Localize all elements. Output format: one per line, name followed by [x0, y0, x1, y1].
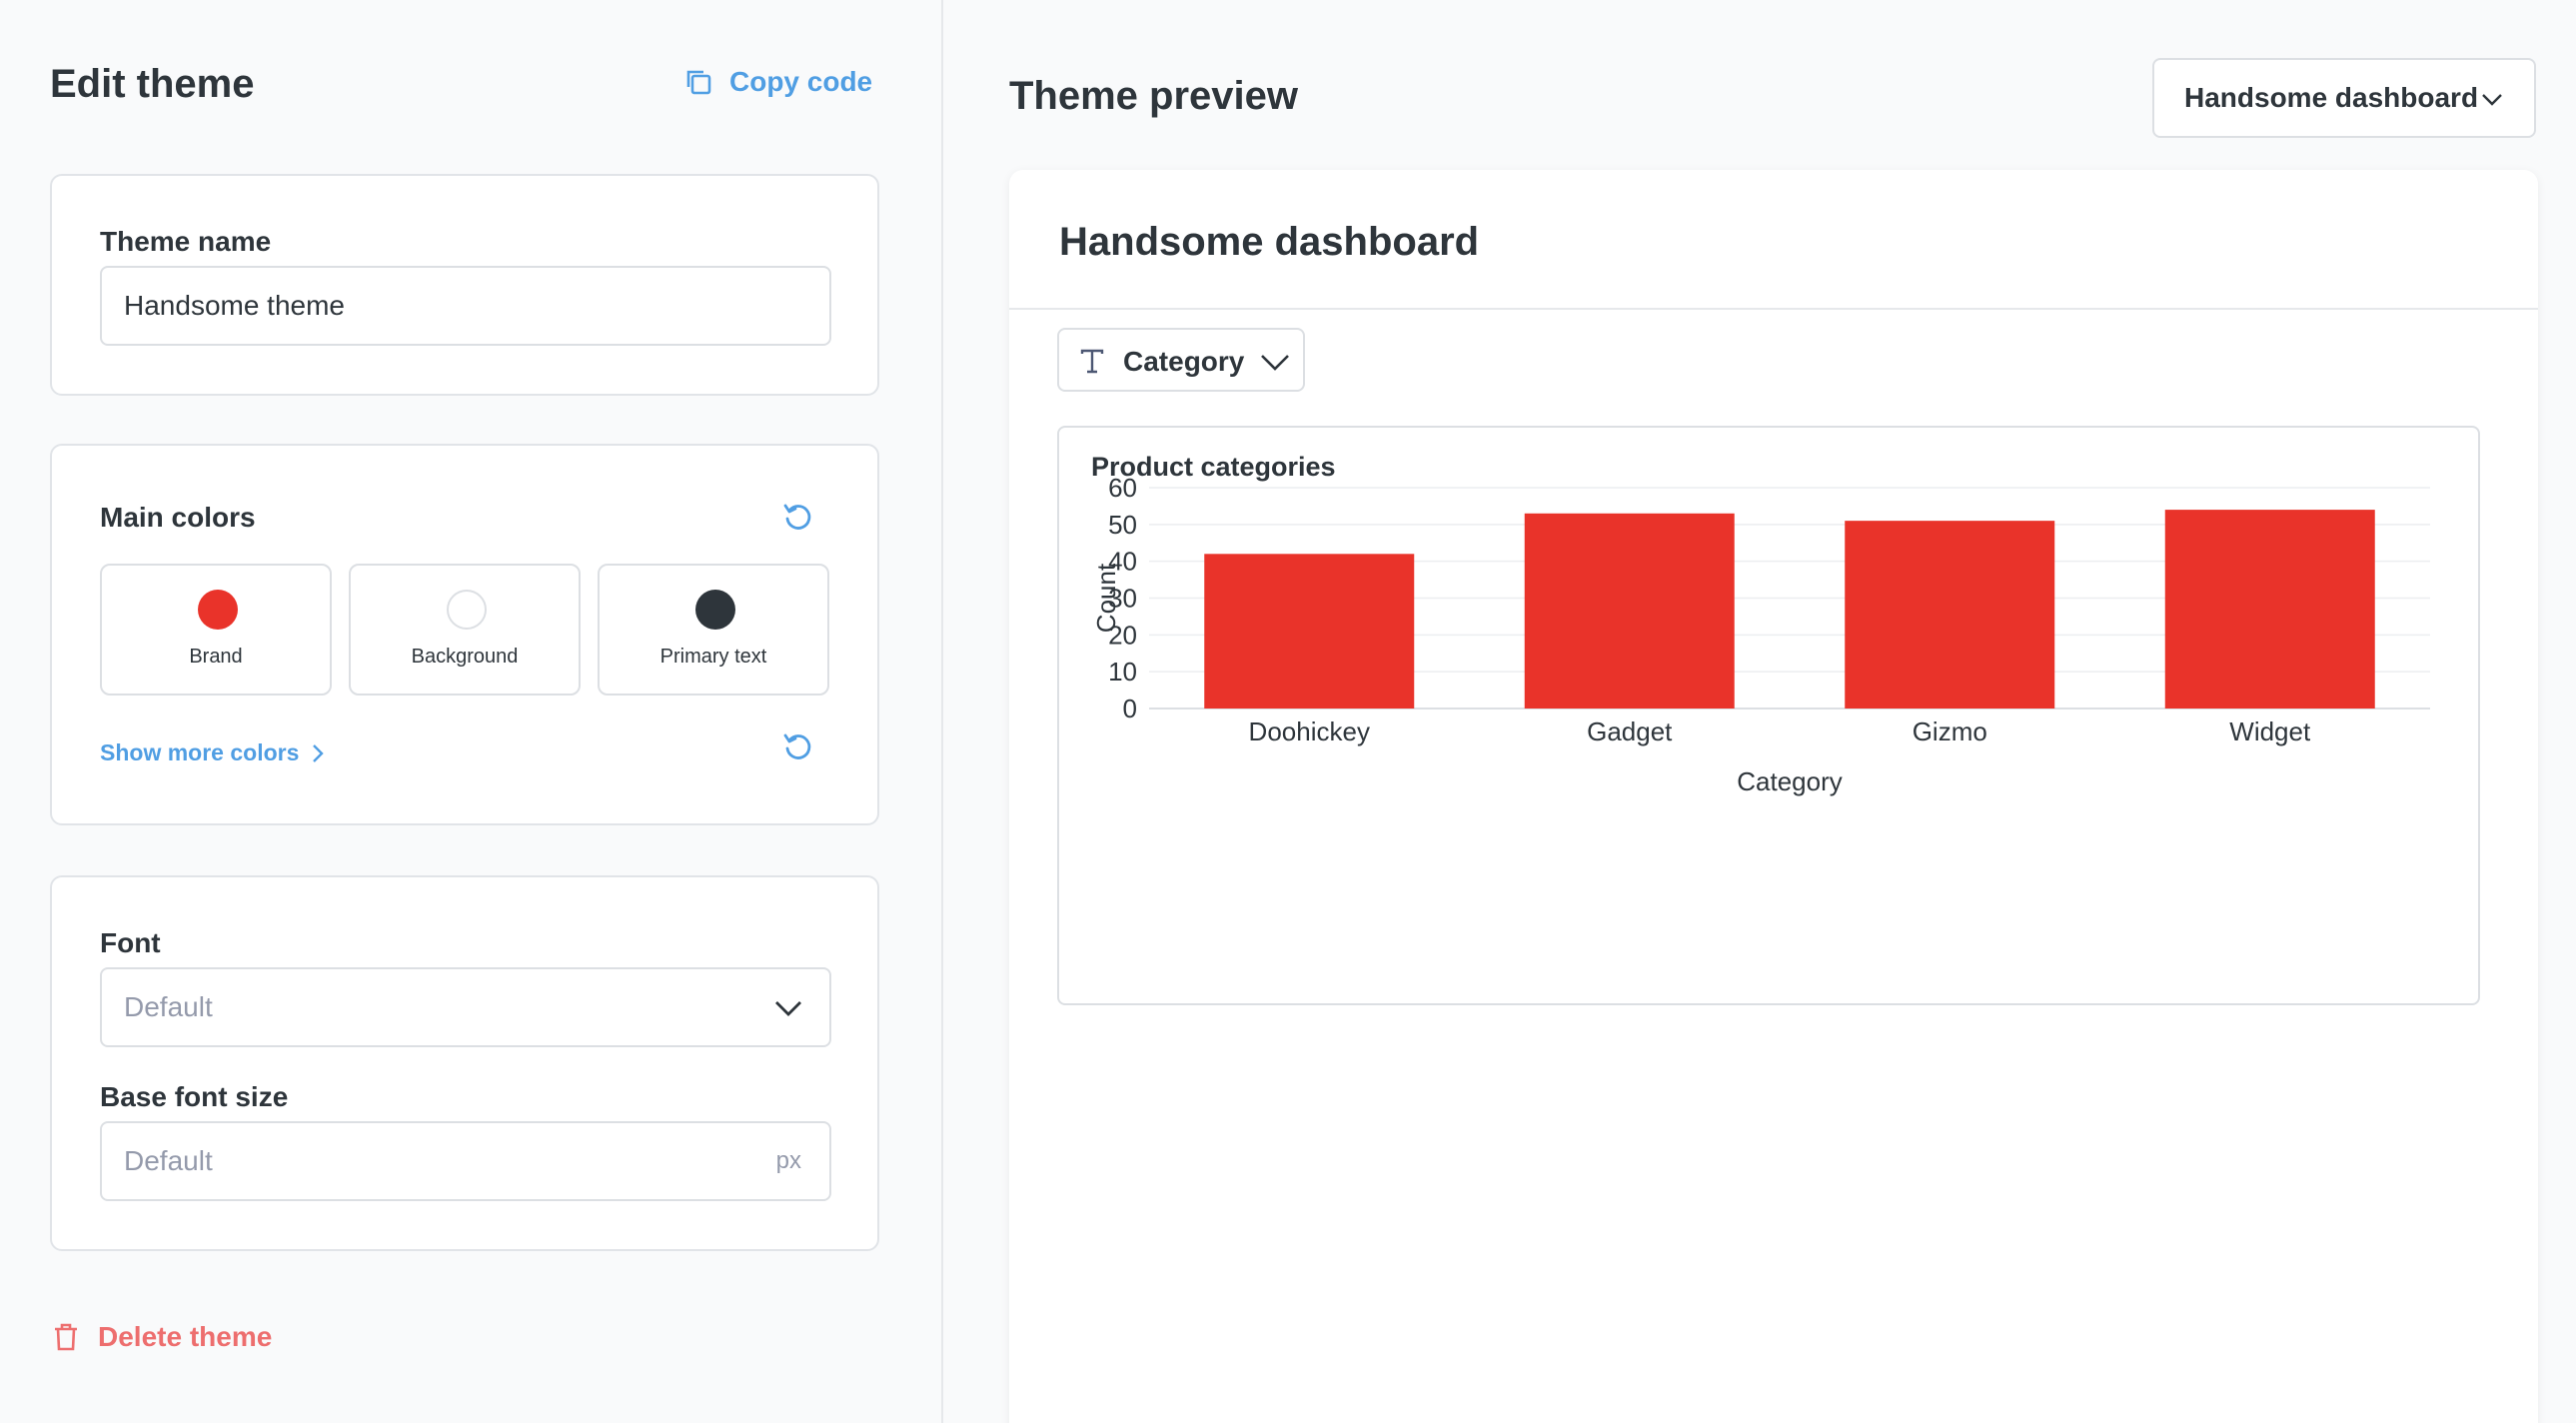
delete-theme-label: Delete theme	[98, 1321, 273, 1352]
delete-theme-button[interactable]: Delete theme	[52, 1321, 272, 1353]
y-tick-label: 60	[1108, 473, 1137, 503]
x-tick-label: Gadget	[1587, 716, 1673, 746]
theme-preview-panel: Theme preview Handsome dashboard Handsom…	[945, 0, 2576, 1423]
dashboard-select-value: Handsome dashboard	[2184, 82, 2479, 113]
chart-title: Product categories	[1091, 452, 1336, 482]
copy-code-label: Copy code	[729, 66, 873, 97]
primary-text-color-dot	[695, 590, 735, 630]
preview-title: Theme preview	[1009, 74, 1299, 118]
y-tick-label: 20	[1108, 620, 1137, 650]
font-label: Font	[100, 927, 161, 958]
bar-chart: 0 10 20 30 40 50 60 Doohickey Gadget Gizmo Widget C…	[1091, 473, 2430, 796]
reset-main-colors-icon[interactable]	[781, 500, 815, 534]
page-title: Edit theme	[50, 62, 255, 106]
px-unit-label: px	[775, 1147, 801, 1174]
copy-icon	[686, 70, 711, 95]
background-swatch-label: Background	[411, 646, 519, 668]
primary-text-color-swatch[interactable]: Primary text	[598, 564, 829, 696]
y-tick-label: 10	[1108, 657, 1137, 687]
chevron-down-icon	[775, 1001, 801, 1016]
bar	[1204, 554, 1415, 709]
show-more-colors-link[interactable]: Show more colors	[100, 739, 325, 766]
primary-text-swatch-label: Primary text	[659, 646, 767, 668]
background-color-swatch[interactable]: Background	[349, 564, 581, 696]
x-tick-label: Doohickey	[1249, 716, 1370, 746]
chevron-right-icon	[313, 743, 325, 762]
font-card: Font Default Base font size Default px	[50, 875, 879, 1251]
chevron-down-icon	[2482, 94, 2502, 106]
bar	[2164, 510, 2375, 709]
y-axis-title: Count	[1091, 563, 1121, 633]
dashboard-preview-card: Handsome dashboard Category Product cate…	[1009, 170, 2538, 1423]
y-tick-label: 40	[1108, 547, 1137, 577]
font-select[interactable]: Default	[100, 967, 831, 1047]
theme-name-input[interactable]: Handsome theme	[100, 266, 831, 346]
y-tick-label: 30	[1108, 584, 1137, 614]
x-tick-label: Gizmo	[1913, 716, 1987, 746]
bar	[1845, 521, 2055, 709]
base-font-size-input[interactable]: Default px	[100, 1121, 831, 1201]
brand-color-swatch[interactable]: Brand	[100, 564, 332, 696]
theme-name-label: Theme name	[100, 226, 272, 257]
x-tick-label: Widget	[2229, 716, 2311, 746]
chevron-down-icon	[1261, 355, 1289, 371]
reset-more-colors-icon[interactable]	[781, 729, 815, 763]
dashboard-select[interactable]: Handsome dashboard	[2152, 58, 2536, 138]
text-type-icon	[1080, 349, 1104, 374]
bar	[1524, 513, 1735, 709]
show-more-colors-label: Show more colors	[100, 739, 300, 765]
font-select-value: Default	[124, 991, 213, 1022]
x-axis-title: Category	[1737, 766, 1843, 796]
base-font-size-label: Base font size	[100, 1081, 289, 1112]
product-categories-chart-card[interactable]: Product categories 0 10 20 30 40 50 60 Doohicke…	[1057, 426, 2480, 1005]
y-tick-label: 50	[1108, 510, 1137, 540]
background-color-dot	[447, 590, 487, 630]
main-colors-card: Main colors Brand Background Primary tex…	[50, 444, 879, 825]
main-colors-label: Main colors	[100, 502, 256, 533]
base-font-size-placeholder: Default	[124, 1145, 213, 1176]
brand-color-dot	[198, 590, 238, 630]
dashboard-name: Handsome dashboard	[1059, 220, 1480, 264]
category-filter[interactable]: Category	[1057, 328, 1305, 392]
theme-name-card: Theme name Handsome theme	[50, 174, 879, 396]
y-tick-label: 0	[1123, 694, 1137, 723]
trash-icon	[55, 1323, 77, 1351]
edit-theme-panel: Edit theme Copy code Theme name Handsome…	[0, 0, 943, 1423]
copy-code-button[interactable]: Copy code	[683, 66, 872, 98]
dashboard-header: Handsome dashboard	[1009, 170, 2538, 310]
filter-label: Category	[1123, 346, 1245, 377]
brand-swatch-label: Brand	[189, 646, 243, 668]
